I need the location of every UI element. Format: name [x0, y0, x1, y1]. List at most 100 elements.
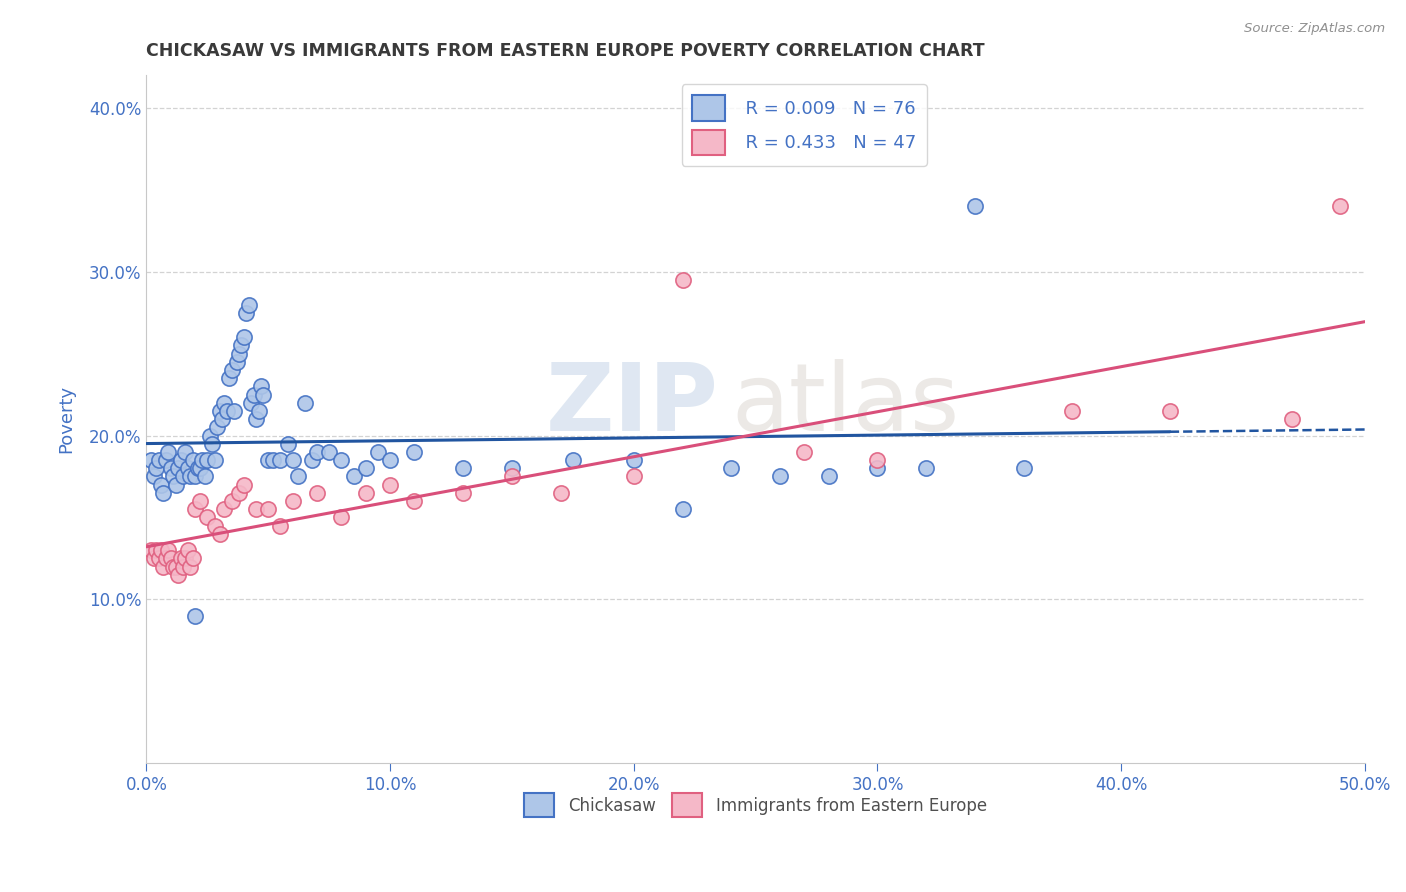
Point [174, 445, 197, 459]
Point [188, 494, 211, 508]
Point [228, 486, 250, 500]
Point [165, 477, 187, 491]
Point [167, 461, 190, 475]
Point [184, 469, 207, 483]
Point [501, 461, 523, 475]
Text: Source: ZipAtlas.com: Source: ZipAtlas.com [1244, 22, 1385, 36]
Point [287, 469, 309, 483]
Point [162, 469, 184, 483]
Point [179, 469, 201, 483]
Point [211, 412, 233, 426]
Point [330, 510, 353, 524]
Point [550, 486, 572, 500]
Point [208, 404, 231, 418]
Point [157, 543, 180, 558]
Point [215, 404, 238, 418]
Point [245, 412, 267, 426]
Point [155, 551, 177, 566]
Point [769, 469, 792, 483]
Point [720, 461, 742, 475]
Point [269, 453, 291, 467]
Point [184, 502, 207, 516]
Point [354, 461, 377, 475]
Point [281, 494, 304, 508]
Point [172, 559, 194, 574]
Point [1062, 404, 1084, 418]
Point [623, 453, 645, 467]
Point [257, 453, 280, 467]
Point [172, 469, 194, 483]
Point [342, 469, 364, 483]
Point [157, 445, 180, 459]
Point [214, 502, 236, 516]
Point [195, 453, 218, 467]
Point [214, 396, 236, 410]
Point [148, 551, 170, 566]
Point [247, 404, 270, 418]
Point [501, 469, 523, 483]
Point [238, 297, 260, 311]
Point [145, 461, 167, 475]
Point [235, 306, 257, 320]
Point [181, 551, 204, 566]
Point [240, 396, 263, 410]
Point [162, 559, 184, 574]
Point [1159, 404, 1181, 418]
Point [191, 453, 214, 467]
Point [232, 330, 254, 344]
Point [404, 494, 426, 508]
Y-axis label: Poverty: Poverty [58, 385, 75, 453]
Point [155, 453, 177, 467]
Point [152, 559, 174, 574]
Text: atlas: atlas [731, 359, 959, 451]
Point [152, 486, 174, 500]
Text: CHICKASAW VS IMMIGRANTS FROM EASTERN EUROPE POVERTY CORRELATION CHART: CHICKASAW VS IMMIGRANTS FROM EASTERN EUR… [146, 42, 986, 60]
Point [142, 469, 165, 483]
Legend: Chickasaw, Immigrants from Eastern Europe: Chickasaw, Immigrants from Eastern Europ… [517, 787, 994, 823]
Point [623, 469, 645, 483]
Point [148, 453, 170, 467]
Point [150, 543, 173, 558]
Point [277, 436, 299, 450]
Point [177, 543, 200, 558]
Point [194, 469, 217, 483]
Point [866, 453, 889, 467]
Point [866, 461, 889, 475]
Point [198, 428, 221, 442]
Point [218, 371, 240, 385]
Point [195, 510, 218, 524]
Point [817, 469, 839, 483]
Point [141, 453, 163, 467]
Point [150, 477, 173, 491]
Point [793, 445, 815, 459]
Point [242, 387, 264, 401]
Point [1329, 199, 1351, 213]
Point [451, 461, 474, 475]
Point [221, 494, 243, 508]
Point [1281, 412, 1303, 426]
Point [145, 543, 167, 558]
Point [301, 453, 323, 467]
Point [318, 445, 340, 459]
Point [257, 502, 280, 516]
Point [294, 396, 316, 410]
Point [232, 477, 254, 491]
Point [330, 453, 353, 467]
Point [174, 551, 197, 566]
Point [231, 338, 253, 352]
Point [378, 477, 401, 491]
Point [262, 453, 284, 467]
Point [159, 461, 181, 475]
Point [354, 486, 377, 500]
Point [169, 453, 191, 467]
Point [451, 486, 474, 500]
Point [142, 551, 165, 566]
Point [225, 355, 247, 369]
Point [269, 518, 291, 533]
Point [305, 445, 328, 459]
Point [228, 346, 250, 360]
Point [177, 461, 200, 475]
Point [208, 526, 231, 541]
Point [250, 379, 273, 393]
Point [915, 461, 938, 475]
